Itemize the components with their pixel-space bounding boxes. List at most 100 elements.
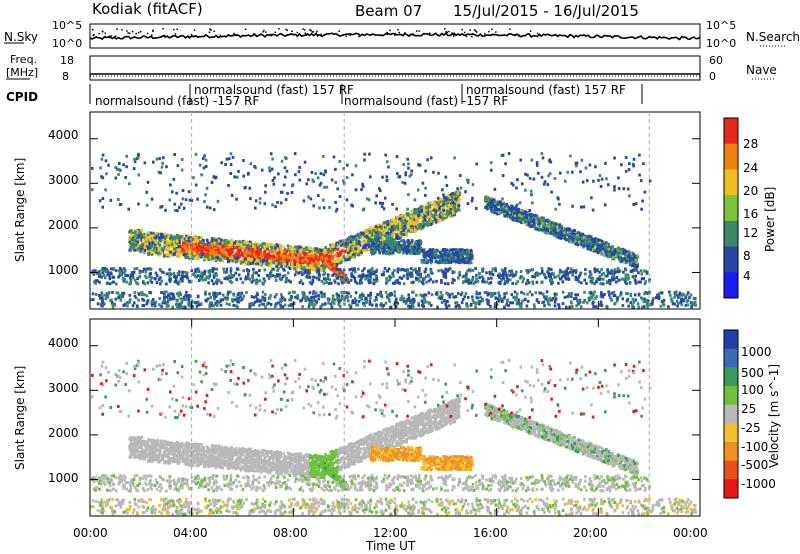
power-cell (182, 249, 186, 253)
power-cell (324, 277, 328, 281)
power-cell (298, 281, 302, 284)
power-cell (275, 293, 278, 297)
power-cell (433, 208, 436, 212)
power-cell (258, 303, 261, 307)
power-cell (396, 268, 400, 271)
power-cell (219, 254, 222, 258)
power-cell (493, 305, 497, 308)
power-cell (445, 305, 448, 309)
power-cell (215, 281, 219, 285)
power-cell (149, 245, 153, 249)
power-cell (448, 295, 451, 299)
velocity-cb-tick: 500 (741, 366, 764, 380)
power-cell (188, 251, 191, 255)
power-cell (367, 279, 370, 283)
x-tick: 12:00 (373, 526, 408, 540)
power-cell (239, 249, 242, 252)
power-cell (148, 267, 151, 271)
power-cell (178, 240, 181, 244)
power-cell (263, 250, 266, 253)
power-cell (379, 303, 382, 307)
power-cell (219, 303, 223, 307)
power-cell (237, 296, 241, 300)
power-cell (323, 292, 326, 296)
power-cell (418, 223, 422, 227)
power-cell (401, 234, 404, 238)
power-cell (465, 304, 468, 308)
power-cell (339, 270, 343, 273)
power-cell (135, 267, 139, 270)
power-cell (471, 277, 474, 281)
power-cell (315, 276, 318, 280)
power-cell (219, 247, 223, 251)
power-cell (160, 279, 163, 283)
power-cell (158, 246, 161, 250)
power-cell (229, 252, 232, 255)
power-cell (286, 254, 289, 257)
power-cell (292, 301, 296, 305)
power-cell (355, 234, 359, 238)
power-cell (501, 272, 505, 276)
power-cell (298, 261, 302, 265)
power-cell (374, 296, 378, 299)
power-cell (197, 279, 201, 282)
power-cell (365, 232, 368, 236)
power-cell (447, 211, 450, 215)
power-cell (173, 235, 176, 239)
power-cell (125, 301, 129, 304)
power-cell (399, 297, 403, 301)
power-cell (269, 259, 272, 263)
power-cell (185, 290, 188, 294)
power-cell (444, 302, 448, 306)
power-cell (275, 261, 278, 265)
power-cell (314, 294, 318, 298)
power-cell (129, 278, 133, 282)
power-cell (279, 303, 282, 307)
power-cell (234, 256, 237, 260)
power-cell (402, 228, 406, 232)
power-cell (465, 302, 468, 306)
power-cell (454, 248, 458, 252)
power-cell (176, 235, 179, 239)
power-cell (132, 270, 136, 274)
power-cell (126, 304, 129, 308)
power-cell (498, 294, 501, 298)
power-cell (440, 294, 444, 297)
power-cell (410, 281, 413, 285)
power-cell (358, 240, 361, 244)
power-cell (247, 254, 250, 258)
power-cell (391, 281, 395, 285)
power-cell (256, 293, 259, 297)
nsky-point (126, 30, 128, 32)
power-cell (208, 292, 211, 296)
power-cell (443, 196, 446, 200)
power-cell (693, 300, 697, 304)
power-cell (290, 259, 293, 263)
power-cell (391, 233, 395, 237)
power-cell (505, 291, 508, 295)
power-cell (522, 292, 526, 296)
power-cell (440, 260, 443, 264)
nsky-point (305, 34, 308, 36)
power-cell (241, 245, 244, 249)
power-cell (308, 280, 312, 284)
power-cell (398, 225, 402, 229)
power-cell (135, 281, 138, 285)
power-cell (445, 248, 449, 252)
nsky-point (162, 28, 164, 30)
power-cell (266, 273, 269, 277)
power-cell (146, 299, 150, 303)
power-cell (355, 238, 358, 242)
power-cell (335, 263, 338, 266)
power-cell (351, 299, 355, 303)
power-cell (544, 297, 547, 301)
power-cell (436, 305, 439, 309)
power-cell (673, 302, 676, 306)
power-cell (526, 279, 529, 282)
power-cell (256, 247, 259, 251)
power-cell (398, 236, 401, 240)
power-cell (540, 271, 544, 275)
power-cell (396, 215, 399, 219)
power-cell (361, 275, 364, 279)
power-cell (235, 253, 238, 257)
